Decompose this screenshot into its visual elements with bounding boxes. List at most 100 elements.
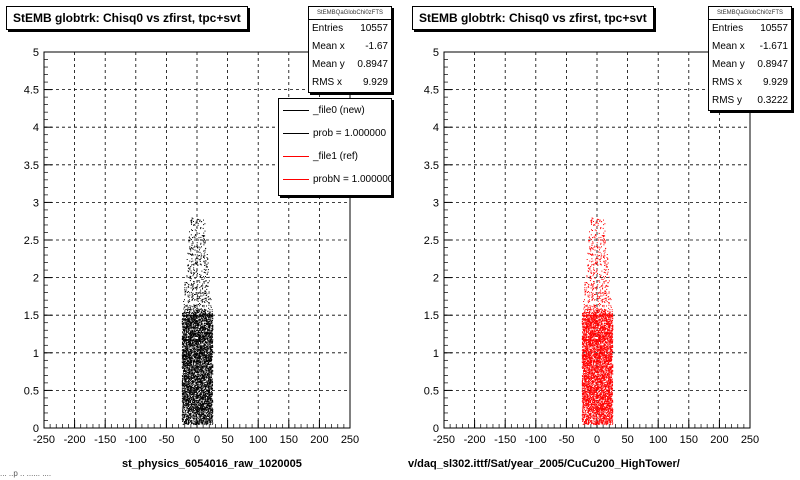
scatter-point: [195, 349, 196, 351]
scatter-point: [183, 304, 185, 306]
scatter-point: [201, 338, 203, 340]
scatter-point: [209, 326, 211, 328]
scatter-point: [203, 257, 205, 258]
scatter-point: [193, 342, 195, 344]
scatter-point: [184, 312, 186, 314]
scatter-point: [187, 381, 189, 383]
scatter-point: [199, 346, 200, 348]
scatter-point: [201, 377, 202, 379]
scatter-point: [195, 412, 197, 413]
scatter-point: [207, 361, 209, 363]
scatter-point: [188, 347, 190, 349]
scatter-point: [206, 401, 208, 403]
scatter-point: [207, 366, 209, 368]
scatter-point: [199, 369, 201, 371]
scatter-point: [197, 272, 198, 274]
scatter-point: [204, 344, 205, 346]
scatter-point: [196, 343, 198, 345]
scatter-point: [191, 361, 193, 363]
scatter-point: [209, 419, 211, 421]
scatter-point: [182, 402, 184, 404]
scatter-point: [202, 383, 204, 385]
scatter-point: [193, 365, 195, 367]
scatter-point: [194, 367, 196, 369]
scatter-point: [192, 380, 194, 382]
scatter-point: [187, 341, 189, 343]
scatter-point: [194, 388, 196, 390]
scatter-point: [208, 318, 210, 320]
scatter-point: [191, 325, 193, 327]
scatter-point: [193, 348, 195, 350]
scatter-point: [184, 377, 186, 379]
scatter-point: [197, 421, 198, 423]
scatter-point: [210, 355, 212, 357]
scatter-point: [195, 342, 197, 344]
scatter-point: [197, 385, 199, 387]
scatter-point: [206, 358, 208, 360]
scatter-point: [208, 418, 210, 420]
scatter-point: [185, 392, 187, 394]
scatter-point: [205, 388, 207, 390]
scatter-point: [187, 373, 189, 375]
scatter-point: [192, 342, 194, 344]
scatter-point: [207, 414, 208, 416]
scatter-point: [190, 399, 192, 400]
scatter-point: [190, 333, 192, 335]
scatter-point: [211, 340, 213, 342]
scatter-point: [208, 341, 210, 343]
scatter-point: [204, 277, 206, 279]
scatter-point: [193, 361, 195, 363]
scatter-point: [193, 224, 195, 226]
scatter-point: [194, 369, 196, 371]
scatter-point: [195, 371, 197, 373]
scatter-point: [199, 413, 200, 415]
scatter-point: [205, 348, 207, 350]
scatter-point: [193, 328, 195, 330]
scatter-point: [189, 341, 191, 343]
scatter-point: [191, 390, 193, 392]
scatter-point: [208, 408, 210, 410]
scatter-point: [198, 423, 200, 425]
scatter-point: [186, 344, 187, 346]
scatter-point: [191, 332, 193, 334]
scatter-point: [206, 337, 208, 339]
scatter-point: [193, 364, 195, 365]
scatter-point: [182, 367, 184, 369]
scatter-point: [198, 333, 200, 335]
scatter-point: [200, 365, 202, 367]
scatter-point: [195, 312, 197, 313]
scatter-point: [196, 346, 198, 348]
scatter-point: [195, 362, 197, 364]
scatter-point: [208, 327, 210, 329]
scatter-point: [201, 221, 203, 223]
scatter-point: [202, 279, 204, 280]
scatter-point: [189, 339, 191, 341]
scatter-point: [200, 397, 202, 399]
scatter-point: [190, 344, 192, 346]
scatter-point: [190, 270, 192, 272]
scatter-point: [182, 370, 184, 372]
scatter-point: [204, 422, 206, 424]
scatter-point: [209, 338, 210, 340]
scatter-point: [187, 347, 188, 349]
scatter-point: [186, 378, 188, 380]
scatter-point: [187, 319, 189, 320]
scatter-point: [183, 322, 185, 324]
scatter-point: [210, 342, 212, 344]
scatter-point: [181, 414, 183, 416]
scatter-point: [207, 319, 209, 320]
scatter-point: [195, 378, 197, 380]
scatter-point: [191, 375, 192, 377]
scatter-point: [206, 336, 208, 338]
scatter-point: [200, 411, 202, 413]
scatter-point: [184, 373, 186, 375]
scatter-point: [196, 328, 198, 330]
scatter-point: [186, 415, 188, 417]
scatter-point: [191, 318, 192, 320]
scatter-point: [204, 328, 206, 330]
scatter-point: [189, 305, 191, 307]
scatter-point: [199, 421, 201, 423]
scatter-point: [193, 393, 194, 395]
scatter-point: [188, 339, 190, 341]
scatter-point: [197, 346, 199, 348]
